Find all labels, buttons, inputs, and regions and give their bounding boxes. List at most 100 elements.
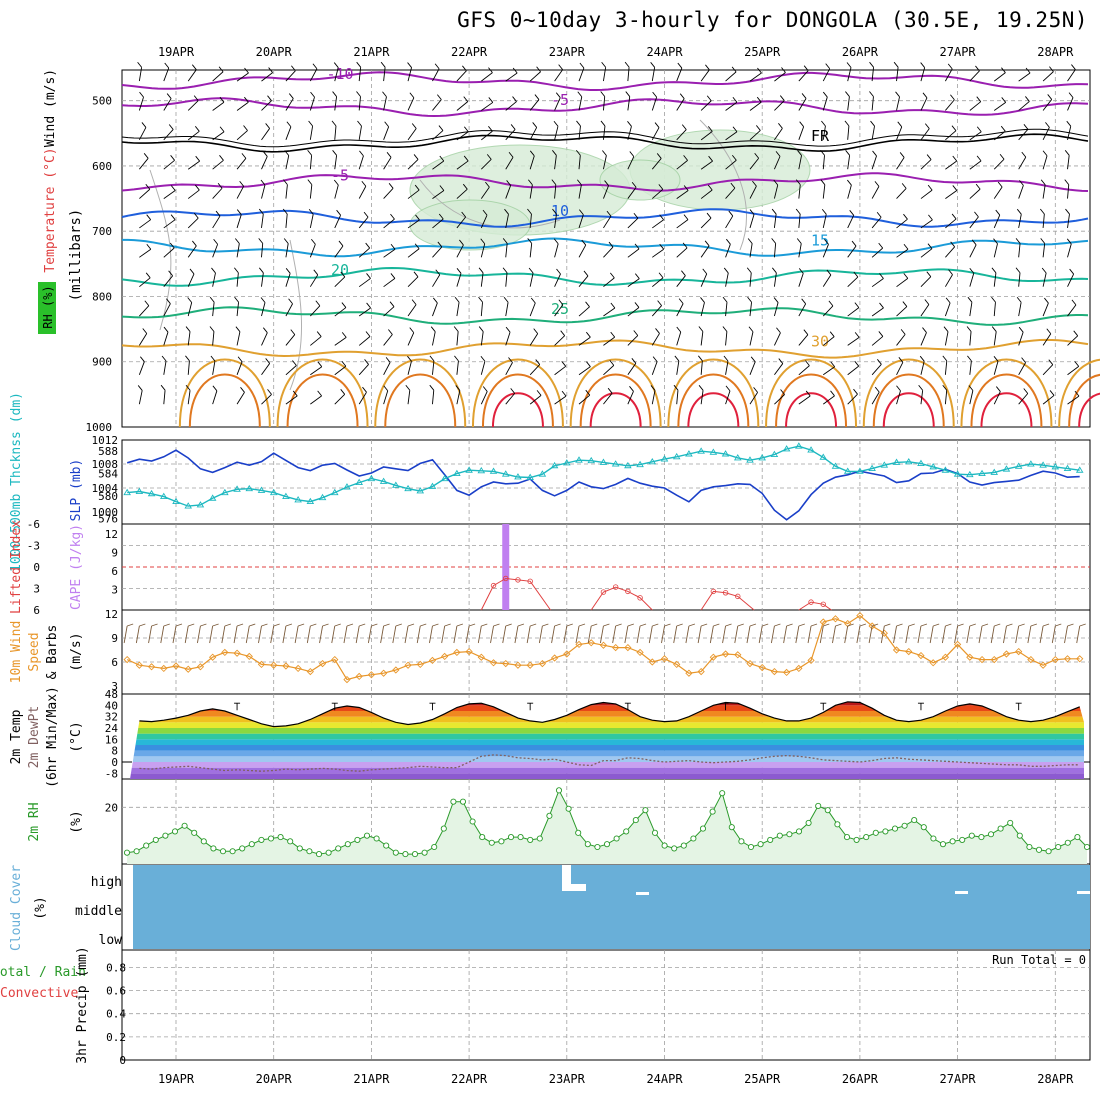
surface-heat-arc [579,373,652,428]
wind-barb-flag [951,213,957,220]
wind-barb-flag [942,355,948,362]
wind-barb [456,331,459,346]
wind-barb-flag [1071,64,1076,70]
wind-barb-flag [948,269,953,275]
wind-barb-flag [365,242,371,249]
wind-barb-flag [634,302,640,308]
cape-tick: 3 [111,584,118,597]
wind-barb [944,68,953,82]
rh-marker [527,836,534,843]
wind-barb-flag [942,384,948,391]
wind-barb [945,99,955,111]
wind-barb-flag [290,329,296,335]
surface-heat-arc [765,358,858,428]
thickness-marker [966,470,974,478]
wind-barb-flag [901,183,907,189]
wind-barb-flag [922,92,928,99]
wind-barb [871,155,877,170]
surface-wind-barb [868,625,873,644]
wind-barb-flag [968,385,974,391]
wind-barb-flag [903,213,908,220]
thickness-marker [221,488,229,496]
axis-label: (m/s) [69,632,84,671]
wind-barb-flag [210,355,216,362]
rh-marker [651,829,659,836]
wind-barb [432,160,445,170]
wind-barb [236,302,240,317]
surface-wind-barb-flag [285,623,293,627]
wind-barb-flag [311,238,316,245]
surface-wind-barb-flag [933,623,940,627]
wind-barb-flag [284,150,290,156]
wind-barb-flag [317,390,322,397]
wind-barb [773,184,779,199]
wind-barb-flag [681,124,687,130]
wind-barb-flag [388,329,393,335]
wind-barb [212,360,216,375]
wind-barb-flag [773,297,779,303]
wind-barb [285,365,297,376]
rh-marker [373,835,380,842]
wind-barb [1018,393,1029,405]
li-tick: -3 [27,540,40,553]
surface-wind-barb-flag [139,623,146,627]
surface-heat-arc [862,358,955,428]
wind-barb [871,186,880,199]
wind-barb [896,306,908,317]
surface-wind-barb-flag [493,623,500,627]
wind-barb [1042,127,1050,141]
thickness-marker [843,467,852,474]
thickness-marker [343,483,351,490]
temp-tick: 32 [105,711,118,724]
thickness-tick: 584 [98,468,118,481]
wind-barb-flag [439,155,445,162]
wind-barb-flag [195,155,201,162]
surface-wind-barb [722,625,727,644]
wind-barb [822,125,826,140]
axis-label: 10m Wind [9,621,24,684]
surface-heat-arc [471,358,564,428]
wind-barb-flag [436,94,442,100]
wind-barb [847,215,855,229]
wind-barb [456,302,460,317]
wind-barb-flag [650,62,655,68]
wind-barb [505,331,511,346]
wind-barb-flag [731,66,737,73]
thickness-marker [1063,464,1072,472]
wind-barb-flag [1046,328,1052,335]
wind-barb [139,277,151,288]
wind-barb-flag [778,123,783,129]
wind-barb [1018,185,1024,199]
wind-barb [725,244,731,258]
wind-speed-marker [856,611,864,620]
cape-tick: 9 [111,547,118,560]
wind-speed-marker [831,615,840,623]
surface-wind-barb [966,625,971,644]
wind-barb-flag [679,93,685,99]
surface-heat-arc [1078,392,1100,428]
wind-barb [1042,184,1046,199]
wind-barb [700,160,713,170]
wind-barb [383,67,386,82]
wind-barb-flag [757,67,762,74]
date-label-top: 24APR [646,45,683,59]
wind-barb [456,273,462,287]
rh-marker [421,849,428,856]
wind-barb [602,96,606,111]
wind-barb-flag [652,91,657,98]
surface-wind-barb [526,625,531,644]
wind-barb [700,331,704,346]
wind-barb-flag [336,209,341,216]
wind-barb [651,361,658,375]
rh-marker [248,841,255,848]
wind-barb [627,96,631,111]
wind-barb-flag [1016,296,1022,303]
thickness-marker [257,486,266,493]
surface-wind-barb [807,625,812,644]
wind-barb-flag [920,62,925,68]
wind-barb [676,247,688,258]
wind-speed-marker [1015,647,1023,656]
thickness-marker [941,466,950,473]
wind-barb-flag [659,243,665,250]
surface-wind-barb [685,625,690,644]
